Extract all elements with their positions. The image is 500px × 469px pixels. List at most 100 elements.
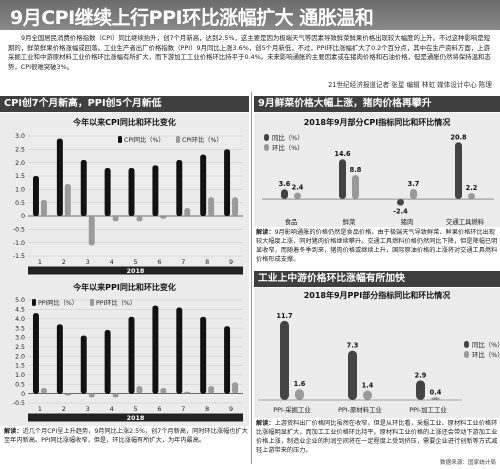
cpi-bar-yoy (128, 168, 135, 216)
ppi-chart-title: 今年以来PPI同比和环比变化 (73, 283, 176, 292)
cpi-legend-label: CPI环比（%） (182, 136, 223, 144)
cpi-item-data-label: 2.4 (292, 184, 304, 192)
right-chart-panel-2 (254, 288, 500, 418)
left-note-label: 解读： (4, 428, 23, 435)
ppi-x-tick-label: 1 (38, 405, 42, 413)
cpi-y-tick-label: 2.0 (15, 160, 25, 167)
cpi-item-bar-yoy (281, 189, 288, 200)
cpi-item-bar-yoy (455, 142, 462, 200)
ppi-bar-yoy (104, 329, 111, 394)
cpi-item-category-label: 食品 (285, 217, 298, 226)
cpi-y-tick-label: 2.5 (15, 147, 25, 154)
ppi-item-bar-mom (295, 389, 304, 400)
cpi-bar-mom (40, 200, 47, 216)
cpi-item-bar-mom (294, 192, 301, 200)
cpi-legend-swatch (118, 136, 122, 143)
cpi-bar-mom (64, 184, 71, 216)
ppi-x-tick-label: 8 (205, 405, 209, 413)
ppi-item-bar-mom (363, 390, 372, 400)
ppi-item-legend-swatch (464, 341, 469, 348)
cpi-items-chart-title: 2018年9月部分CPI指标同比和环比情况 (303, 118, 451, 127)
cpi-x-tick-label: 9 (229, 258, 233, 266)
ppi-bar-mom (112, 393, 119, 398)
ppi-item-data-label: 0.4 (430, 388, 442, 396)
cpi-item-data-label: 3.6 (279, 180, 291, 188)
ppi-y-tick-label: 0 (21, 391, 25, 398)
cpi-bar-mom (88, 216, 95, 246)
cpi-item-category-label: 交通工具燃料 (446, 217, 485, 226)
ppi-bar-yoy (152, 305, 159, 394)
cpi-x-tick-label: 4 (110, 258, 114, 266)
ppi-bar-mom (136, 386, 143, 394)
ppi-legend-swatch (32, 299, 36, 306)
cpi-bar-mom (232, 197, 239, 216)
ppi-chart: -0.5 0 0.5 1.0 1.5 2.0 2.5 3.0 3.5 4.0 4.5 5.0 1 2 3 4 5… (13, 297, 243, 422)
cpi-item-legend-swatch (264, 144, 269, 151)
ppi-item-data-label: 11.7 (276, 312, 293, 320)
ppi-y-tick-label: 2.5 (15, 344, 25, 351)
ppi-bar-yoy (56, 324, 63, 394)
ppi-items-chart: 11.7 1.6 PPI-采掘工业 7.3 1.4 PPI-原材料工业 2.9 0.4 PPI-… (258, 312, 500, 414)
ppi-item-data-label: 2.9 (415, 371, 427, 379)
ppi-item-category-label: PPI-加工工业 (409, 405, 447, 414)
ppi-item-data-label: 1.4 (362, 382, 374, 390)
ppi-bar-mom (40, 388, 47, 394)
cpi-y-tick-label: -0.5 (13, 227, 25, 234)
ppi-x-tick-label: 7 (181, 405, 185, 413)
cpi-x-tick-label: 8 (205, 258, 209, 266)
ppi-y-tick-label: 3.0 (15, 335, 25, 342)
ppi-item-category-label: PPI-原材料工业 (338, 405, 382, 414)
ppi-item-bar-yoy (280, 320, 289, 400)
headline-bar: 9月CPI继续上行PPI环比涨幅扩大 通胀温和 (0, 0, 500, 30)
cpi-item-data-label: -2.4 (393, 208, 408, 216)
cpi-y-tick-label: -1.0 (13, 240, 25, 247)
ppi-bar-yoy (80, 335, 87, 394)
ppi-item-legend-label: 环比（%） (472, 350, 500, 359)
cpi-item-bar-yoy (339, 159, 346, 200)
right-note-1: 解读：9月影响通胀的价格仍然是食品价格，由于极端天气导致鲜菜、鲜果价格环比出现较… (256, 228, 498, 264)
byline: 21世纪经济报道记者 张星 编辑 林虹 媒体设计中心 陈理 (328, 81, 492, 89)
right-note-2: 解读：上游资料出厂价格同比虽然在收窄，但是从环比看，采掘工业、原材料工业价格环比… (256, 419, 498, 455)
cpi-x-tick-label: 7 (181, 258, 185, 266)
cpi-y-tick-label: 0 (21, 213, 25, 220)
ppi-y-tick-label: 3.5 (15, 325, 25, 332)
ppi-x-tick-label: 9 (229, 405, 233, 413)
ppi-bar-yoy (224, 326, 231, 394)
cpi-item-data-label: 14.6 (334, 150, 351, 158)
ppi-x-tick-label: 6 (157, 405, 161, 413)
ppi-legend-label: PPI同比（%） (38, 299, 78, 307)
cpi-bar-yoy (200, 154, 207, 216)
ppi-y-tick-label: 2.0 (15, 353, 25, 360)
ppi-year-label: 2018 (127, 414, 145, 422)
cpi-chart: -1.5 -1.0 -0.5 0 0.5 1.0 1.5 2.0 2.5 3.0 1 2 3 4 5 6 7 8 9… (13, 133, 243, 275)
ppi-year-bar (28, 413, 243, 422)
cpi-bar-mom (160, 216, 167, 219)
cpi-y-tick-label: -1.5 (13, 253, 25, 260)
intro-paragraph: 9月全国居民消费价格指数（CPI）同比继续抬升，创7个月新高，达到2.5%，这主… (8, 34, 491, 71)
ppi-y-tick-label: 1.0 (15, 372, 25, 379)
cpi-bar-mom (136, 216, 143, 222)
cpi-x-tick-label: 1 (38, 258, 42, 266)
cpi-year-bar (28, 266, 243, 275)
cpi-bar-yoy (176, 160, 183, 216)
ppi-bar-mom (232, 382, 239, 394)
ppi-bar-yoy (128, 316, 135, 394)
cpi-item-data-label: 8.8 (350, 166, 362, 174)
headline: 9月CPI继续上行PPI环比涨幅扩大 通胀温和 (10, 7, 374, 29)
ppi-bar-yoy (200, 316, 207, 394)
cpi-bar-yoy (56, 138, 63, 216)
ppi-bar-mom (64, 393, 71, 396)
cpi-bar-mom (112, 216, 119, 222)
ppi-bar-mom (88, 393, 95, 398)
cpi-item-legend-swatch (264, 134, 269, 141)
column-divider (251, 92, 252, 464)
ppi-y-tick-label: 5.0 (15, 297, 25, 304)
ppi-y-tick-label: 1.5 (15, 363, 25, 370)
cpi-item-bar-mom (410, 188, 417, 200)
left-note-text: 近几个月CPI呈上升趋势，9月同比上涨2.5%，创7个月新高，同时环比涨幅也扩大… (4, 428, 248, 444)
cpi-bar-yoy (104, 168, 111, 216)
ppi-y-tick-label: 0.5 (15, 381, 25, 388)
right-section-band-2: 工业上中游价格环比涨幅有所加快 (254, 271, 500, 287)
cpi-chart-title: 今年以来CPI同比和环比变化 (73, 118, 176, 127)
